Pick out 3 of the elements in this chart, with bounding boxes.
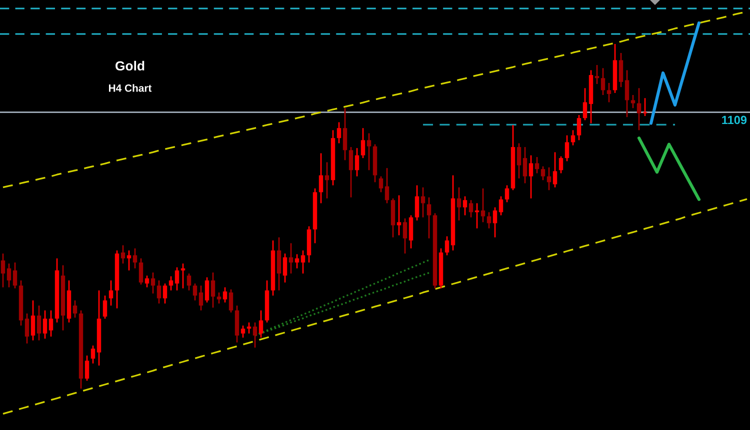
text: Gold — [116, 60, 144, 71]
text: H4 Chart — [108, 84, 152, 92]
annotation: 1109 — [722, 116, 747, 124]
